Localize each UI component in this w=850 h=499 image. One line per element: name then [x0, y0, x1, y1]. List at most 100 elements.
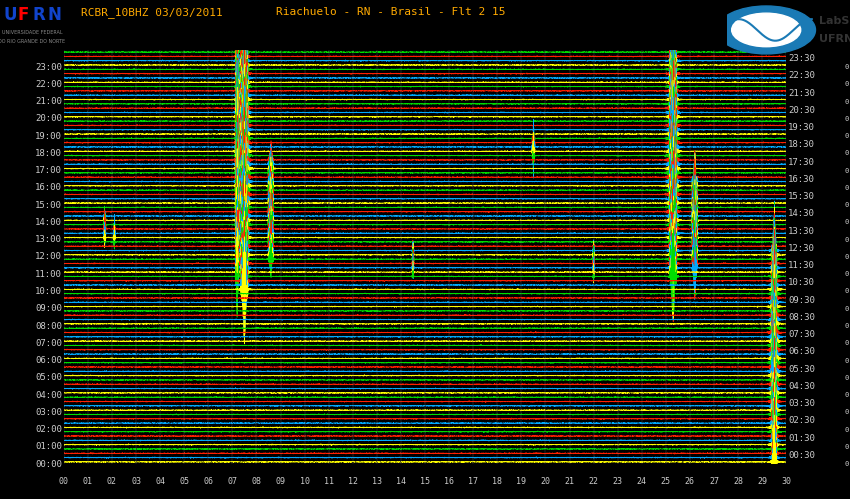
- Circle shape: [732, 13, 801, 47]
- Text: 24: 24: [637, 477, 647, 486]
- Text: 19: 19: [516, 477, 526, 486]
- Text: RCBR_10BHZ 03/03/2011: RCBR_10BHZ 03/03/2011: [81, 7, 223, 18]
- Text: 16:00: 16:00: [35, 184, 62, 193]
- Text: 0: 0: [844, 409, 848, 415]
- Text: 08:30: 08:30: [788, 313, 815, 322]
- Text: 18: 18: [492, 477, 502, 486]
- Text: 28: 28: [733, 477, 743, 486]
- Text: 11:30: 11:30: [788, 261, 815, 270]
- Text: 00:30: 00:30: [788, 451, 815, 460]
- Text: 05:30: 05:30: [788, 365, 815, 374]
- Text: 02:30: 02:30: [788, 417, 815, 426]
- Text: 0: 0: [844, 357, 848, 364]
- Text: 23:30: 23:30: [788, 54, 815, 63]
- Text: 0: 0: [844, 220, 848, 226]
- Text: 0: 0: [844, 168, 848, 174]
- Text: 15: 15: [420, 477, 430, 486]
- Text: 0: 0: [844, 81, 848, 87]
- Text: 08: 08: [252, 477, 262, 486]
- Text: 01: 01: [82, 477, 93, 486]
- Text: 07:00: 07:00: [35, 339, 62, 348]
- Text: 10:00: 10:00: [35, 287, 62, 296]
- Text: 10:30: 10:30: [788, 278, 815, 287]
- Text: 0: 0: [844, 427, 848, 433]
- Text: 13:00: 13:00: [35, 235, 62, 244]
- Text: N: N: [48, 6, 61, 24]
- Text: 02:00: 02:00: [35, 425, 62, 434]
- Text: 0: 0: [844, 237, 848, 243]
- Text: 07: 07: [227, 477, 237, 486]
- Text: 04:30: 04:30: [788, 382, 815, 391]
- Text: 06: 06: [203, 477, 213, 486]
- Text: 26: 26: [685, 477, 695, 486]
- Text: 11:00: 11:00: [35, 270, 62, 279]
- Text: 21:00: 21:00: [35, 97, 62, 106]
- Text: 03: 03: [131, 477, 141, 486]
- Text: 02: 02: [107, 477, 117, 486]
- Text: DO RIO GRANDE DO NORTE: DO RIO GRANDE DO NORTE: [0, 39, 65, 44]
- Text: 07:30: 07:30: [788, 330, 815, 339]
- Text: 25: 25: [660, 477, 671, 486]
- Text: 16:30: 16:30: [788, 175, 815, 184]
- Text: 0: 0: [844, 99, 848, 105]
- Text: 0: 0: [844, 254, 848, 260]
- Text: 0: 0: [844, 461, 848, 467]
- Text: 19:30: 19:30: [788, 123, 815, 132]
- Text: 0: 0: [844, 392, 848, 398]
- Text: 0: 0: [844, 133, 848, 139]
- Text: 15:30: 15:30: [788, 192, 815, 201]
- Text: UNIVERSIDADE FEDERAL: UNIVERSIDADE FEDERAL: [2, 30, 62, 35]
- Circle shape: [717, 6, 815, 54]
- Text: 0: 0: [844, 271, 848, 277]
- Text: 20:00: 20:00: [35, 114, 62, 123]
- Text: 22: 22: [588, 477, 598, 486]
- Text: 19:00: 19:00: [35, 132, 62, 141]
- Text: 06:00: 06:00: [35, 356, 62, 365]
- Text: 17: 17: [468, 477, 479, 486]
- Text: 03:00: 03:00: [35, 408, 62, 417]
- Text: 0: 0: [844, 340, 848, 346]
- Text: 0: 0: [844, 288, 848, 294]
- Text: 17:00: 17:00: [35, 166, 62, 175]
- Text: 15:00: 15:00: [35, 201, 62, 210]
- Text: 03:30: 03:30: [788, 399, 815, 408]
- Text: 13: 13: [371, 477, 382, 486]
- Text: U: U: [3, 6, 17, 24]
- Text: 00: 00: [59, 477, 69, 486]
- Text: 23:00: 23:00: [35, 63, 62, 72]
- Text: 14:30: 14:30: [788, 210, 815, 219]
- Text: LabSis: LabSis: [819, 16, 850, 26]
- Text: 17:30: 17:30: [788, 158, 815, 167]
- Text: 29: 29: [757, 477, 768, 486]
- Text: 0: 0: [844, 202, 848, 208]
- Text: 0: 0: [844, 306, 848, 312]
- Text: 30: 30: [781, 477, 791, 486]
- Text: Riachuelo - RN - Brasil - Flt 2 15: Riachuelo - RN - Brasil - Flt 2 15: [276, 7, 506, 17]
- Text: 21:30: 21:30: [788, 88, 815, 97]
- Text: 04: 04: [155, 477, 165, 486]
- Text: 23: 23: [613, 477, 623, 486]
- Text: 0: 0: [844, 64, 848, 70]
- Text: 0: 0: [844, 185, 848, 191]
- Text: F: F: [18, 6, 29, 24]
- Text: 21: 21: [564, 477, 575, 486]
- Text: 11: 11: [324, 477, 334, 486]
- Text: 14:00: 14:00: [35, 218, 62, 227]
- Text: 04:00: 04:00: [35, 391, 62, 400]
- Text: 0: 0: [844, 116, 848, 122]
- Text: 12:30: 12:30: [788, 244, 815, 253]
- Text: 22:30: 22:30: [788, 71, 815, 80]
- Text: 20:30: 20:30: [788, 106, 815, 115]
- Text: 20: 20: [541, 477, 551, 486]
- Text: 01:00: 01:00: [35, 442, 62, 451]
- Text: 0: 0: [844, 323, 848, 329]
- Text: 05: 05: [179, 477, 190, 486]
- Text: 0: 0: [844, 375, 848, 381]
- Text: UFRN: UFRN: [819, 34, 850, 44]
- Text: 22:00: 22:00: [35, 80, 62, 89]
- Text: 0: 0: [844, 150, 848, 157]
- Text: 12: 12: [348, 477, 358, 486]
- Text: R: R: [32, 6, 45, 24]
- Text: 09: 09: [275, 477, 286, 486]
- Text: 18:00: 18:00: [35, 149, 62, 158]
